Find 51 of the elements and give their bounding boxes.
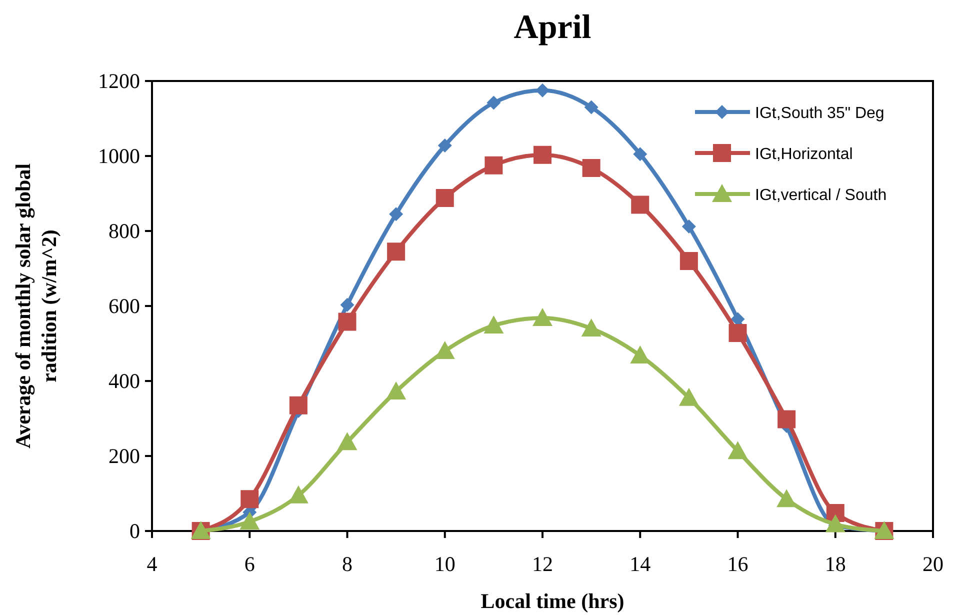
y-tick-label: 600 bbox=[108, 294, 140, 318]
chart-title: April bbox=[514, 9, 592, 46]
point bbox=[340, 298, 354, 312]
x-axis-title: Local time (hrs) bbox=[480, 589, 624, 613]
x-tick-label: 10 bbox=[434, 552, 456, 576]
y-tick-label: 200 bbox=[108, 444, 140, 468]
point bbox=[386, 382, 406, 400]
point bbox=[825, 514, 846, 532]
y-tick-label: 1000 bbox=[98, 144, 140, 168]
y-tick-label: 0 bbox=[130, 519, 140, 543]
point bbox=[682, 220, 696, 234]
point bbox=[581, 318, 602, 336]
point bbox=[484, 156, 503, 174]
point bbox=[240, 490, 259, 508]
x-tick-label: 4 bbox=[146, 552, 158, 576]
point bbox=[532, 308, 552, 326]
legend-label: IGt,vertical / South bbox=[755, 187, 887, 204]
point bbox=[338, 312, 356, 331]
point bbox=[389, 207, 404, 222]
x-tick-label: 16 bbox=[727, 552, 748, 576]
point bbox=[240, 512, 260, 530]
point bbox=[778, 410, 796, 428]
point bbox=[337, 432, 358, 450]
x-tick-label: 14 bbox=[630, 552, 652, 576]
y-tick-label: 800 bbox=[108, 219, 140, 243]
x-tick-label: 18 bbox=[824, 552, 846, 576]
y-axis-title: Average of monthly solar global radition (w/m^2) bbox=[11, 163, 61, 449]
point bbox=[436, 189, 454, 207]
point bbox=[484, 316, 504, 334]
x-tick-label: 20 bbox=[922, 552, 944, 576]
legend-label: IGt,Horizontal bbox=[755, 146, 853, 163]
point bbox=[728, 441, 748, 460]
x-tick-label: 6 bbox=[244, 552, 255, 576]
legend-label: IGt,South 35" Deg bbox=[755, 105, 884, 122]
point bbox=[582, 159, 600, 177]
point bbox=[678, 388, 699, 406]
point bbox=[486, 96, 501, 110]
point bbox=[728, 324, 747, 342]
y-tick-label: 400 bbox=[108, 369, 140, 393]
x-tick-label: 8 bbox=[342, 552, 352, 576]
point bbox=[584, 100, 598, 114]
point bbox=[534, 146, 552, 164]
point bbox=[387, 242, 406, 261]
point bbox=[438, 138, 452, 152]
y-tick-label: 1200 bbox=[98, 69, 140, 93]
point bbox=[633, 147, 648, 162]
x-tick-label: 12 bbox=[532, 552, 553, 576]
point bbox=[680, 252, 698, 270]
point bbox=[536, 83, 550, 98]
point bbox=[776, 489, 797, 508]
point bbox=[631, 196, 650, 214]
